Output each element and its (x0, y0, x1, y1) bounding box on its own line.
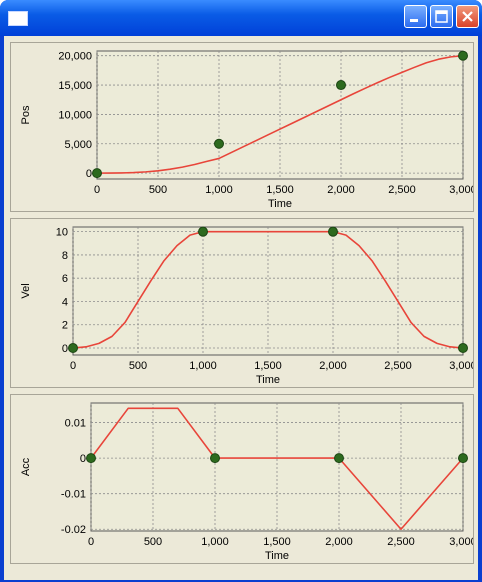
acceleration-chart: 0 500 1,000 1,500 2,000 2,500 3,000 0.01 0 -0.01 -… (20, 402, 473, 562)
vel-x-tick-label: 3,000 (449, 360, 473, 372)
acc-y-tick-label: -0.01 (61, 489, 86, 501)
pos-y-tick-label: 10,000 (58, 109, 92, 121)
vel-x-tick-label: 500 (129, 360, 147, 372)
acc-data-point[interactable] (210, 453, 220, 464)
acc-data-point[interactable] (86, 453, 96, 464)
pos-data-point[interactable] (458, 50, 468, 61)
acc-x-tick-label: 0 (88, 536, 94, 548)
pos-x-tick-label: 1,000 (205, 184, 233, 196)
vel-y-tick-label: 8 (62, 250, 68, 262)
acc-x-tick-label: 2,000 (325, 536, 353, 548)
close-button[interactable] (456, 5, 479, 28)
acc-x-tick-label: 3,000 (449, 536, 473, 548)
vel-x-tick-label: 0 (70, 360, 76, 372)
pos-y-tick-label: 20,000 (58, 51, 92, 63)
velocity-chart-panel: 0 500 1,000 1,500 2,000 2,500 3,000 0 2 4 6 8 10 Time… (10, 218, 474, 388)
acceleration-chart-panel: 0 500 1,000 1,500 2,000 2,500 3,000 0.01 0 -0.01 -… (10, 394, 474, 564)
vel-data-point[interactable] (198, 226, 208, 237)
acc-y-tick-label: -0.02 (61, 524, 86, 536)
minimize-icon (410, 19, 418, 22)
vel-y-tick-label: 2 (62, 320, 68, 332)
vel-y-tick-label: 10 (56, 227, 68, 239)
pos-y-tick-label: 5,000 (64, 139, 92, 151)
pos-data-point[interactable] (336, 80, 346, 91)
pos-x-axis-label: Time (268, 198, 292, 210)
vel-x-tick-label: 2,000 (319, 360, 347, 372)
acc-y-axis-label: Acc (20, 457, 32, 476)
velocity-chart: 0 500 1,000 1,500 2,000 2,500 3,000 0 2 4 6 8 10 Time… (20, 226, 473, 386)
pos-x-tick-label: 1,500 (266, 184, 294, 196)
pos-x-tick-label: 500 (149, 184, 167, 196)
acc-data-point[interactable] (334, 453, 344, 464)
vel-data-point[interactable] (68, 343, 78, 354)
vel-y-axis-label: Vel (20, 283, 32, 298)
vel-y-tick-label: 4 (62, 296, 68, 308)
pos-x-tick-label: 3,000 (449, 184, 473, 196)
vel-x-tick-label: 1,500 (254, 360, 282, 372)
pos-y-tick-label: 15,000 (58, 80, 92, 92)
acc-x-tick-label: 1,000 (201, 536, 229, 548)
vel-data-point[interactable] (458, 343, 468, 354)
acc-y-tick-label: 0 (80, 453, 86, 465)
window-app-icon (8, 11, 28, 26)
acc-x-tick-label: 2,500 (387, 536, 415, 548)
vel-series-line (72, 230, 464, 349)
vel-y-tick-label: 6 (62, 273, 68, 285)
title-bar[interactable] (0, 0, 482, 36)
vel-y-tick-label: 0 (62, 343, 68, 355)
acc-x-tick-label: 500 (144, 536, 162, 548)
pos-x-tick-label: 2,000 (327, 184, 355, 196)
maximize-button[interactable] (430, 5, 453, 28)
vel-x-tick-label: 1,000 (189, 360, 217, 372)
vel-x-tick-label: 2,500 (384, 360, 412, 372)
acc-y-tick-label: 0.01 (65, 418, 86, 430)
window-client-area: 0 500 1,000 1,500 2,000 2,500 3,000 0 5,000 10,00… (4, 36, 478, 580)
position-chart: 0 500 1,000 1,500 2,000 2,500 3,000 0 5,000 10,00… (20, 50, 473, 210)
acc-data-point[interactable] (458, 453, 468, 464)
minimize-button[interactable] (404, 5, 427, 28)
pos-series-line (96, 54, 464, 174)
pos-y-tick-label: 0 (86, 168, 92, 180)
maximize-icon (435, 10, 448, 23)
acc-x-tick-label: 1,500 (263, 536, 291, 548)
pos-x-tick-label: 2,500 (388, 184, 416, 196)
pos-data-point[interactable] (214, 138, 224, 149)
vel-x-axis-label: Time (256, 374, 280, 386)
pos-y-axis-label: Pos (20, 105, 32, 124)
pos-data-point[interactable] (92, 168, 102, 179)
position-chart-panel: 0 500 1,000 1,500 2,000 2,500 3,000 0 5,000 10,00… (10, 42, 474, 212)
close-icon (462, 11, 473, 22)
pos-x-tick-label: 0 (94, 184, 100, 196)
vel-data-point[interactable] (328, 226, 338, 237)
acc-x-axis-label: Time (265, 550, 289, 562)
